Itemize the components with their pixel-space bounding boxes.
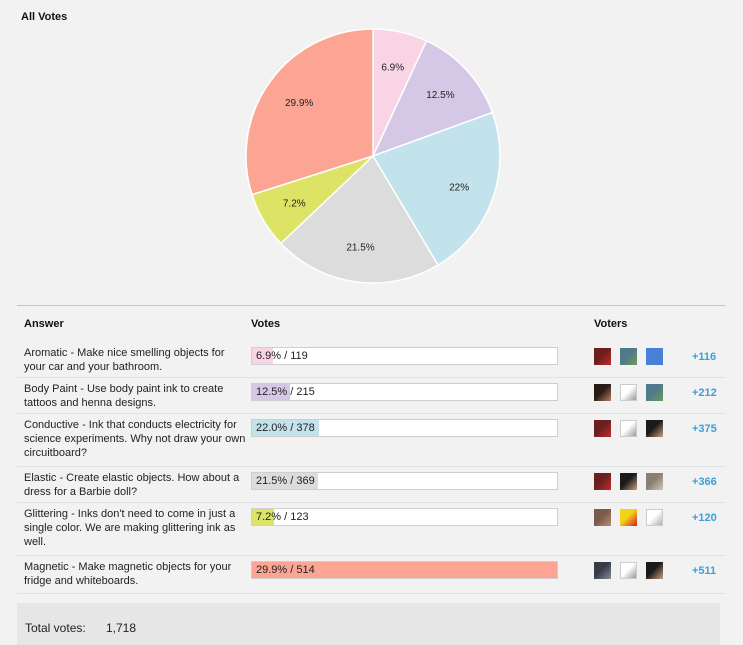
total-votes-label: Total votes: (25, 621, 86, 635)
answer-text: Elastic - Create elastic objects. How ab… (24, 472, 240, 498)
white-cat-avatar[interactable] (646, 509, 663, 526)
red-cap-avatar[interactable] (594, 348, 611, 365)
man-avatar[interactable] (646, 562, 663, 579)
vote-bar-fill (252, 384, 291, 400)
answer-text: Glittering - Inks don't need to come in … (24, 508, 236, 548)
voters-list (594, 509, 663, 526)
vote-bar-label: 21.5% / 369 (256, 475, 315, 487)
voters-list (594, 420, 663, 437)
landscape-avatar[interactable] (620, 348, 637, 365)
chart-title: All Votes (21, 11, 68, 23)
vote-bar-label: 29.9% / 514 (256, 564, 315, 576)
vote-bar-fill (252, 348, 274, 364)
yellow-avatar[interactable] (620, 509, 637, 526)
vote-bar: 7.2% / 123 (251, 508, 558, 526)
voters-header: Voters (594, 318, 628, 330)
robot-avatar[interactable] (620, 562, 637, 579)
vote-bar: 29.9% / 514 (251, 561, 558, 579)
robot-avatar[interactable] (620, 384, 637, 401)
divider (17, 305, 726, 306)
robot-avatar[interactable] (620, 420, 637, 437)
landscape-avatar[interactable] (646, 384, 663, 401)
red-cap-avatar[interactable] (594, 473, 611, 490)
answer-header: Answer (24, 318, 64, 330)
vote-bar-label: 12.5% / 215 (256, 386, 315, 398)
pie-label-elastic: 21.5% (346, 243, 374, 254)
voters-list (594, 473, 663, 490)
vote-bar-label: 22.0% / 378 (256, 422, 315, 434)
woman-avatar[interactable] (594, 384, 611, 401)
red-cap-avatar[interactable] (594, 420, 611, 437)
answer-text: Body Paint - Use body paint ink to creat… (24, 383, 224, 409)
more-voters-link[interactable]: +120 (692, 512, 717, 524)
man-avatar[interactable] (646, 420, 663, 437)
more-voters-link[interactable]: +511 (692, 565, 717, 577)
votes-header: Votes (251, 318, 281, 330)
more-voters-link[interactable]: +375 (692, 423, 717, 435)
vote-bar: 6.9% / 119 (251, 347, 558, 365)
pie-label-conductive: 22% (449, 183, 469, 194)
pie-slice-magnetic[interactable] (245, 28, 374, 196)
voters-list (594, 562, 663, 579)
pie-slice-body-paint[interactable] (371, 39, 494, 158)
person-avatar[interactable] (594, 562, 611, 579)
vote-bar-fill (252, 420, 320, 436)
more-voters-link[interactable]: +212 (692, 387, 717, 399)
vote-bar-fill (252, 562, 557, 578)
table-row: Elastic - Create elastic objects. How ab… (17, 466, 726, 503)
pie-label-body-paint: 12.5% (426, 90, 454, 101)
voters-list (594, 384, 663, 401)
vote-bar: 22.0% / 378 (251, 419, 558, 437)
answer-text: Conductive - Ink that conducts electrici… (24, 419, 246, 459)
pie-label-aromatic: 6.9% (381, 63, 404, 74)
pie-chart: 6.9% 12.5% 22% 21.5% 7.2% 29.9% (245, 28, 501, 284)
pie-label-glittering: 7.2% (283, 199, 306, 210)
voters-list (594, 348, 663, 365)
vote-bar-label: 6.9% / 119 (256, 350, 308, 362)
more-voters-link[interactable]: +366 (692, 476, 717, 488)
more-voters-link[interactable]: +116 (692, 351, 717, 363)
table-row: Conductive - Ink that conducts electrici… (17, 413, 726, 467)
vote-bar: 12.5% / 215 (251, 383, 558, 401)
vote-bar-fill (252, 473, 318, 489)
answer-text: Magnetic - Make magnetic objects for you… (24, 561, 232, 587)
table-row: Magnetic - Make magnetic objects for you… (17, 555, 726, 594)
vote-bar-label: 7.2% / 123 (256, 511, 309, 523)
default-user-avatar[interactable] (646, 348, 663, 365)
man-avatar[interactable] (620, 473, 637, 490)
answer-text: Aromatic - Make nice smelling objects fo… (24, 347, 225, 373)
table-row: Glittering - Inks don't need to come in … (17, 502, 726, 556)
cat-avatar[interactable] (646, 473, 663, 490)
vote-bar: 21.5% / 369 (251, 472, 558, 490)
table-row: Aromatic - Make nice smelling objects fo… (17, 341, 726, 378)
group-avatar[interactable] (594, 509, 611, 526)
total-votes-value: 1,718 (106, 621, 137, 635)
pie-label-magnetic: 29.9% (285, 98, 313, 109)
vote-bar-fill (252, 509, 274, 525)
pie-slice-conductive[interactable] (371, 111, 501, 267)
table-row: Body Paint - Use body paint ink to creat… (17, 377, 726, 414)
total-votes-box: Total votes: 1,718 (17, 603, 720, 645)
pie-slice-elastic[interactable] (279, 154, 440, 284)
